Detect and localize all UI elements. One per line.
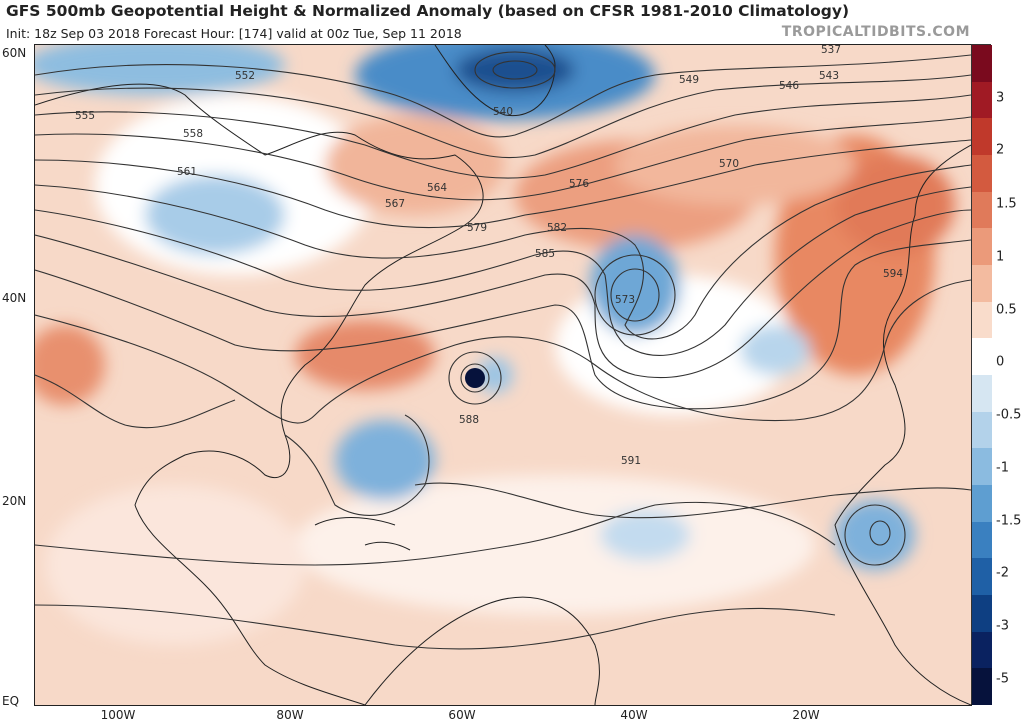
colorbar-swatch	[972, 191, 992, 229]
lon-label: 40W	[620, 708, 648, 722]
contour-label: 552	[235, 70, 255, 82]
lon-label: 80W	[276, 708, 304, 722]
colorbar-tick: -0.5	[996, 407, 1022, 423]
contour-label: 537	[821, 45, 841, 56]
contour-label: 588	[459, 414, 479, 426]
map-title: GFS 500mb Geopotential Height & Normaliz…	[6, 2, 850, 20]
lat-label: 20N	[2, 494, 27, 508]
colorbar-tick: 1	[996, 249, 1005, 265]
anomaly-colorbar	[971, 44, 992, 706]
colorbar-tick: 3	[996, 90, 1005, 106]
colorbar-swatch	[972, 118, 992, 156]
colorbar-swatch	[972, 155, 992, 193]
contour-label: 570	[719, 158, 739, 170]
colorbar-swatch	[972, 228, 992, 266]
contour-label-group: 537 543 546 549 552 555 558 561 564 567 …	[75, 45, 903, 467]
map-svg: 537 543 546 549 552 555 558 561 564 567 …	[35, 45, 971, 705]
contour-label: 591	[621, 455, 641, 467]
colorbar-tick: 2	[996, 142, 1005, 158]
contour-label: 567	[385, 198, 405, 210]
colorbar-tick: -5	[996, 671, 1009, 687]
contour-label: 573	[615, 294, 635, 306]
lat-label: 40N	[2, 291, 27, 305]
lat-label: 60N	[2, 46, 27, 60]
contour-label: 549	[679, 74, 699, 86]
lon-label: 60W	[448, 708, 476, 722]
contour-label: 576	[569, 178, 589, 190]
colorbar-swatch	[972, 411, 992, 449]
contour-label: 543	[819, 70, 839, 82]
colorbar-tick: 0.5	[996, 302, 1017, 318]
lat-label: EQ	[2, 694, 20, 708]
colorbar-tick: -1	[996, 460, 1009, 476]
contour-label: 540	[493, 106, 513, 118]
lon-label: 20W	[792, 708, 820, 722]
colorbar-swatch	[972, 448, 992, 486]
colorbar-tick: -2	[996, 565, 1009, 581]
tropical-cyclone-marker	[465, 368, 485, 388]
contour-label: 585	[535, 248, 555, 260]
colorbar-swatch	[972, 521, 992, 559]
anomaly-map: 537 543 546 549 552 555 558 561 564 567 …	[34, 44, 972, 706]
map-subtitle: Init: 18z Sep 03 2018 Forecast Hour: [17…	[6, 26, 462, 41]
colorbar-swatch	[972, 558, 992, 596]
contour-label: 582	[547, 222, 567, 234]
contour-label: 594	[883, 268, 903, 280]
contour-label: 558	[183, 128, 203, 140]
lon-label: 100W	[100, 708, 136, 722]
height-contours	[35, 51, 971, 650]
colorbar-tick: 1.5	[996, 196, 1017, 212]
colorbar-swatch	[972, 301, 992, 339]
colorbar-swatch	[972, 668, 992, 706]
colorbar-swatch	[972, 81, 992, 119]
contour-label: 561	[177, 166, 197, 178]
contour-label: 546	[779, 80, 799, 92]
colorbar-swatch	[972, 631, 992, 669]
colorbar-tick: 0	[996, 354, 1005, 370]
colorbar-swatch	[972, 375, 992, 413]
colorbar-swatch	[972, 485, 992, 523]
colorbar-tick: -3	[996, 618, 1009, 634]
contour-label: 564	[427, 182, 447, 194]
colorbar-swatch	[972, 265, 992, 303]
colorbar-swatch	[972, 595, 992, 633]
contour-label: 555	[75, 110, 95, 122]
site-credit: TROPICALTIDBITS.COM	[781, 24, 970, 40]
colorbar-tick: -1.5	[996, 513, 1022, 529]
contour-label: 579	[467, 222, 487, 234]
colorbar-swatch	[972, 45, 992, 83]
colorbar-swatch	[972, 338, 992, 376]
